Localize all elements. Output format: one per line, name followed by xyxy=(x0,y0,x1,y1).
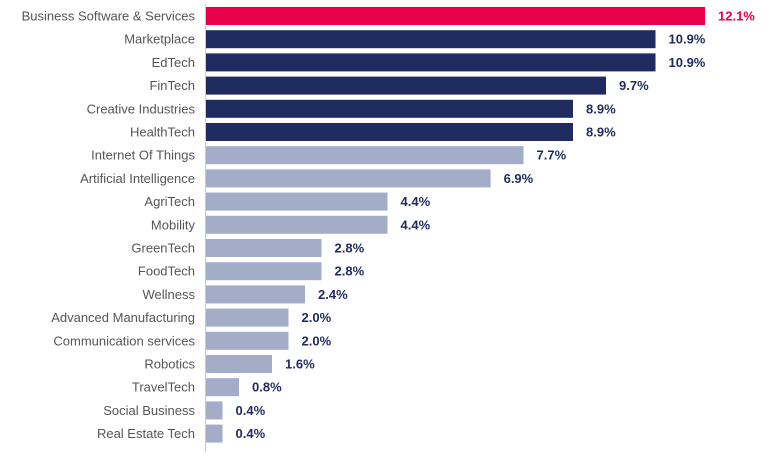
bar xyxy=(206,239,322,257)
value-label: 8.9% xyxy=(586,125,616,140)
value-label: 10.9% xyxy=(669,55,706,70)
bar xyxy=(206,7,705,25)
bar xyxy=(206,53,656,72)
value-label: 2.0% xyxy=(302,310,332,325)
value-label: 10.9% xyxy=(669,32,706,47)
bar xyxy=(206,401,223,420)
value-label: 0.4% xyxy=(236,403,266,418)
value-label: 0.8% xyxy=(252,380,282,395)
value-labels-group: 12.1%10.9%10.9%9.7%8.9%8.9%7.7%6.9%4.4%4… xyxy=(236,9,756,442)
category-label: Wellness xyxy=(142,287,195,302)
value-label: 8.9% xyxy=(586,101,616,116)
category-label: Real Estate Tech xyxy=(97,426,195,441)
bar xyxy=(206,30,656,49)
category-label: FoodTech xyxy=(138,264,195,279)
category-label: Advanced Manufacturing xyxy=(51,310,195,325)
category-label: Social Business xyxy=(103,403,195,418)
bar xyxy=(206,262,322,281)
value-label: 9.7% xyxy=(619,78,649,93)
category-label: TravelTech xyxy=(132,380,195,395)
bar xyxy=(206,192,388,211)
bar xyxy=(206,123,573,141)
value-label: 1.6% xyxy=(285,357,315,372)
category-label: Communication services xyxy=(53,333,195,348)
bar xyxy=(206,76,606,95)
value-label: 7.7% xyxy=(537,148,567,163)
value-label: 6.9% xyxy=(504,171,534,186)
bar xyxy=(206,308,289,327)
category-label: GreenTech xyxy=(131,241,195,256)
bar xyxy=(206,378,239,397)
category-label: Mobility xyxy=(151,217,196,232)
value-label: 4.4% xyxy=(401,194,431,209)
category-label: AgriTech xyxy=(144,194,195,209)
category-labels-group: Business Software & Services Marketplace E… xyxy=(22,9,196,442)
bar xyxy=(206,146,524,165)
value-label: 0.4% xyxy=(236,426,266,441)
category-label: Marketplace xyxy=(124,32,195,47)
category-label: Business Software & Services xyxy=(22,9,196,24)
value-label: 4.4% xyxy=(401,217,431,232)
category-label: FinTech xyxy=(149,78,195,93)
category-label: Creative Industries xyxy=(87,101,196,116)
bar xyxy=(206,331,289,350)
bar xyxy=(206,215,388,234)
bar xyxy=(206,169,491,188)
value-label: 2.0% xyxy=(302,333,332,348)
category-label: Internet Of Things xyxy=(91,148,195,163)
category-label: HealthTech xyxy=(130,125,195,140)
bar xyxy=(206,99,573,118)
value-label: 2.4% xyxy=(318,287,348,302)
bars-group xyxy=(206,7,705,443)
value-label: 2.8% xyxy=(335,241,365,256)
category-label: Robotics xyxy=(144,357,195,372)
category-label: EdTech xyxy=(152,55,195,70)
value-label: 12.1% xyxy=(718,9,755,24)
value-label: 2.8% xyxy=(335,264,365,279)
bar xyxy=(206,285,305,304)
category-label: Artificial Intelligence xyxy=(80,171,195,186)
bar xyxy=(206,424,223,443)
bar xyxy=(206,355,272,373)
